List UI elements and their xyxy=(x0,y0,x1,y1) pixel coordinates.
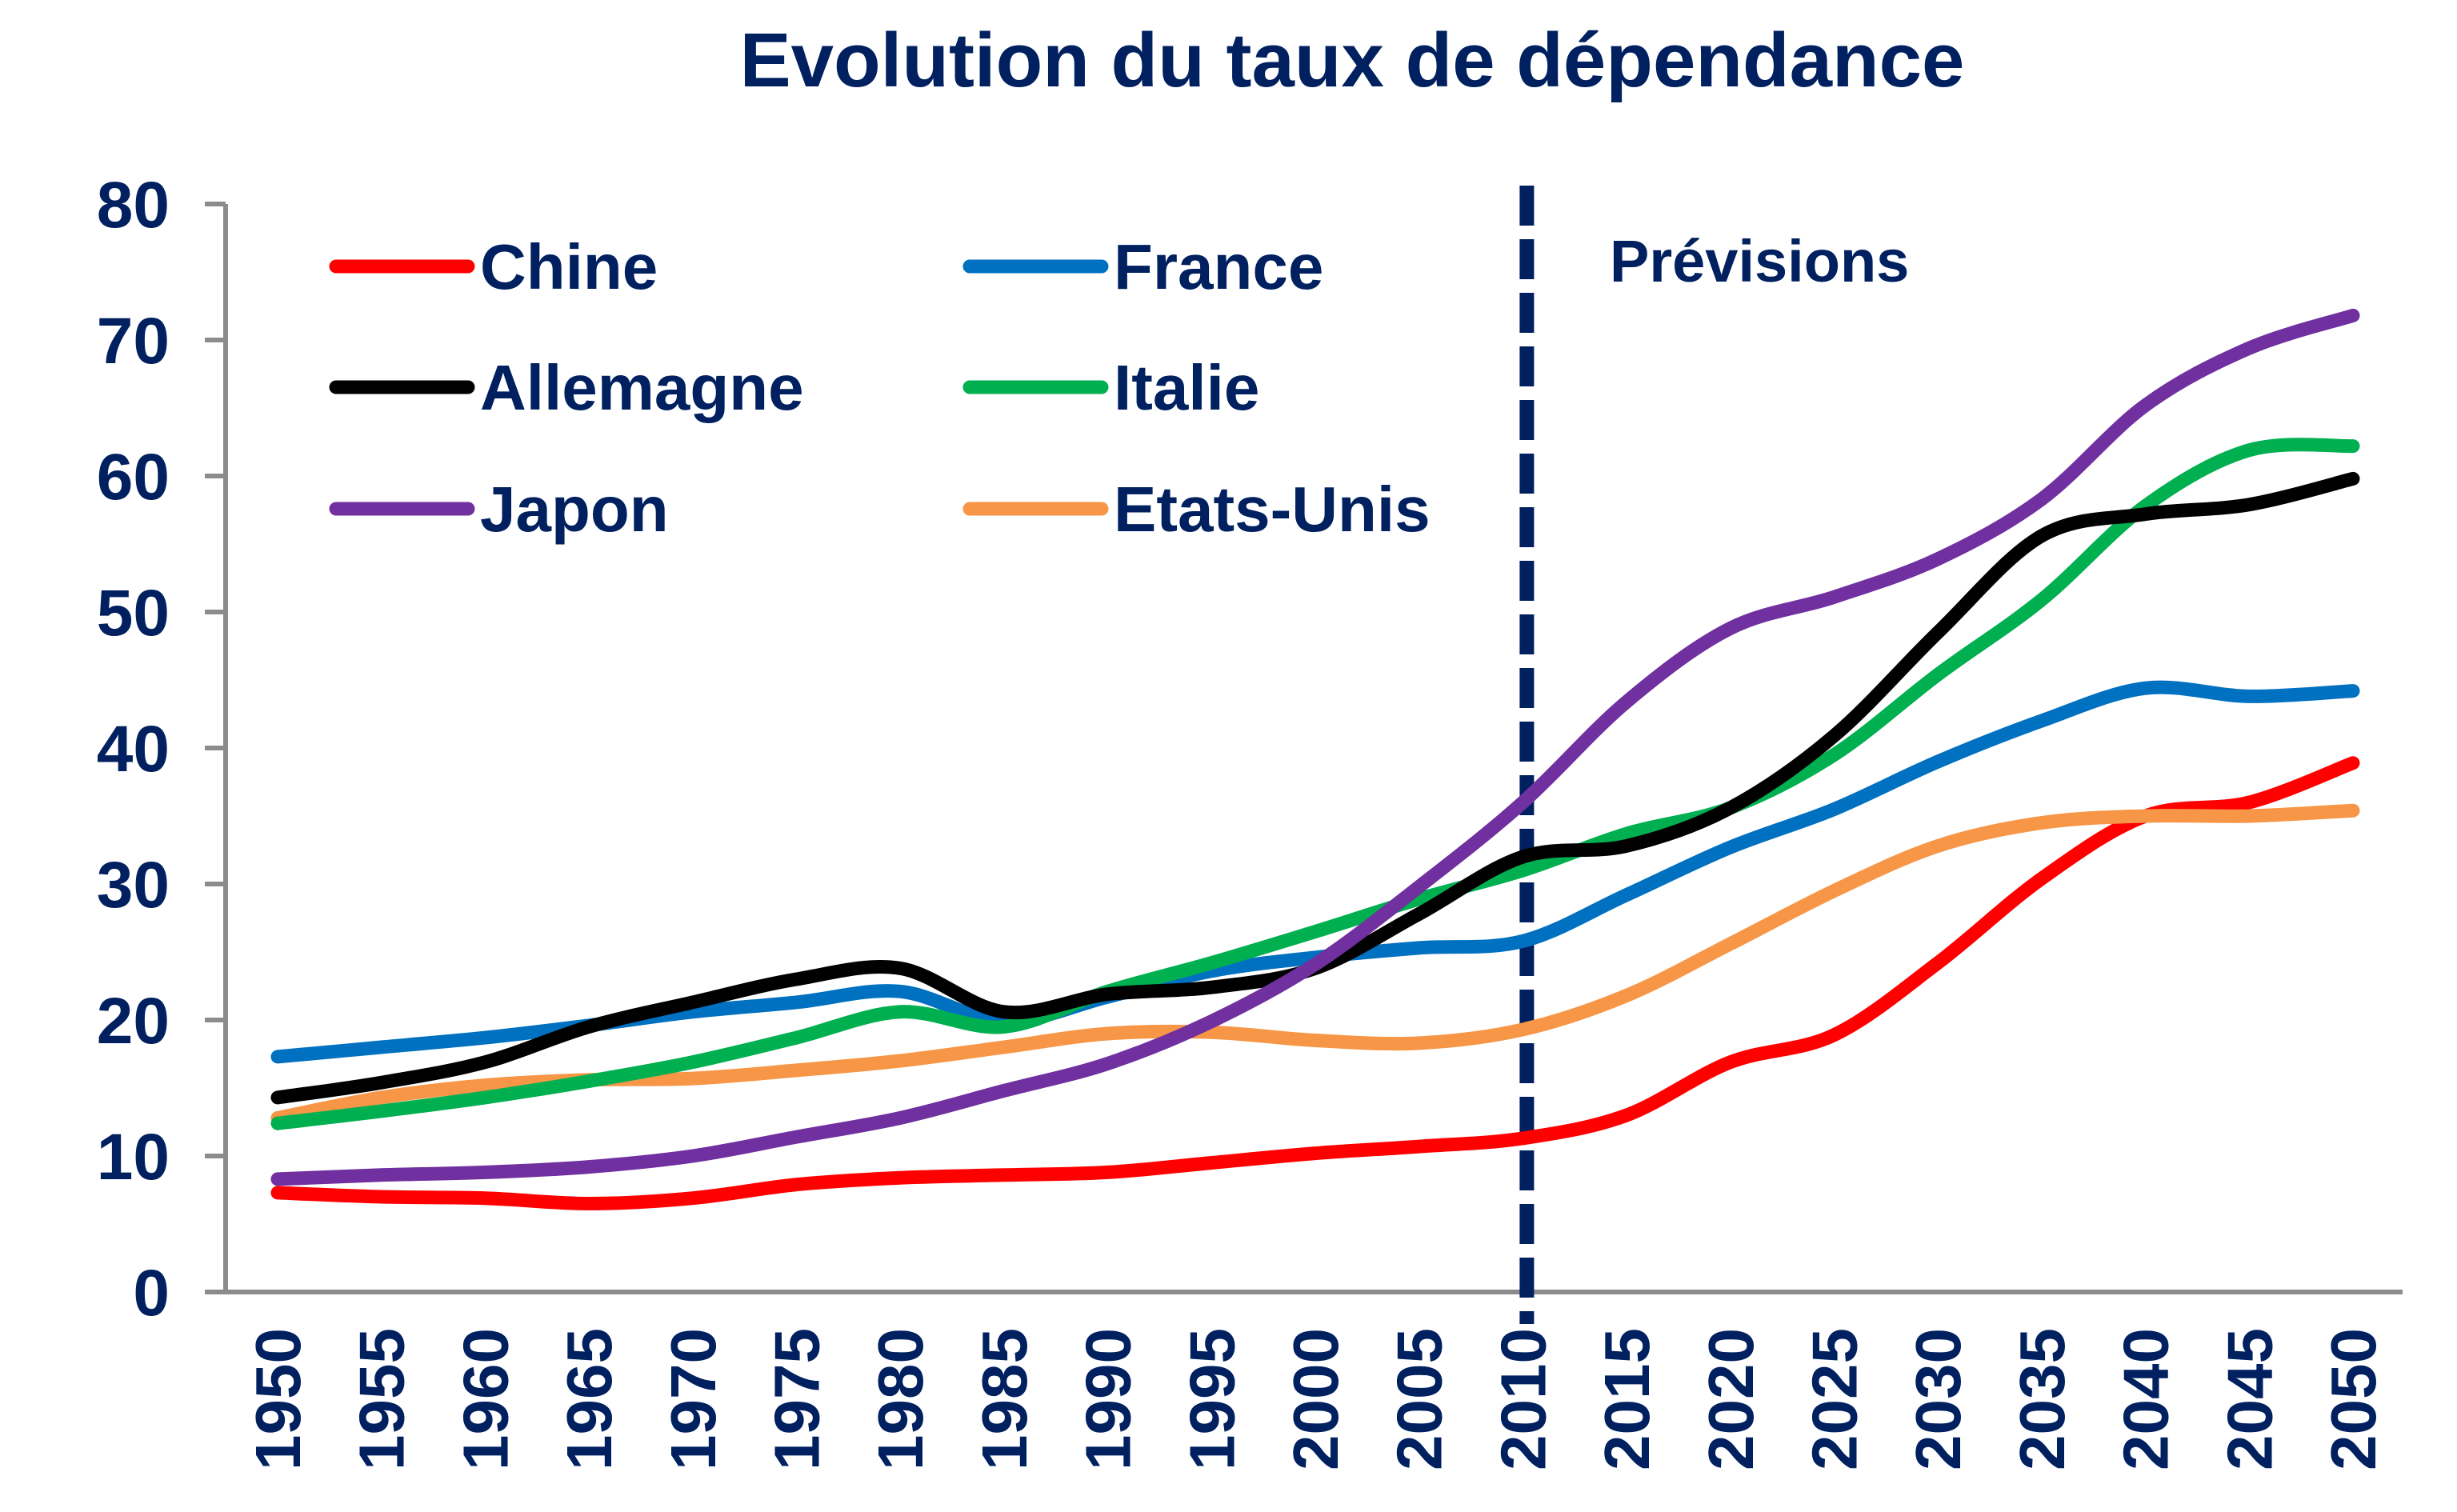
y-tick-label: 20 xyxy=(97,985,170,1058)
legend-item-etats-unis: Etats-Unis xyxy=(962,474,1431,545)
y-axis: 0 10 20 30 40 50 60 70 80 xyxy=(97,169,228,1330)
legend-label-chine: Chine xyxy=(480,231,658,302)
x-tick-label: 1970 xyxy=(658,1328,729,1470)
y-tick-label: 50 xyxy=(97,577,170,650)
legend-label-france: France xyxy=(1114,231,1323,302)
legend-label-allemagne: Allemagne xyxy=(480,352,804,423)
series-line-allemagne xyxy=(270,471,2360,1105)
forecast-label: Prévisions xyxy=(1610,228,1909,294)
legend-item-france: France xyxy=(962,231,1323,302)
x-tick-label: 2005 xyxy=(1384,1328,1455,1470)
x-tick-label: 2045 xyxy=(2214,1328,2285,1470)
x-tick-label: 2015 xyxy=(1591,1328,1663,1470)
x-tick-label: 1990 xyxy=(1073,1328,1144,1470)
legend-item-italie: Italie xyxy=(962,352,1259,423)
x-tick-label: 2025 xyxy=(1799,1328,1871,1470)
x-tick-label: 1980 xyxy=(865,1328,936,1470)
y-tick-label: 0 xyxy=(133,1257,170,1330)
x-tick-label: 2010 xyxy=(1487,1328,1559,1470)
chart-title: Evolution du taux de dépendance xyxy=(740,18,1965,103)
series-layer xyxy=(270,308,2360,1210)
x-tick-label: 2000 xyxy=(1280,1328,1351,1470)
x-tick-label: 1975 xyxy=(762,1328,833,1470)
legend-label-italie: Italie xyxy=(1114,352,1259,423)
legend-item-japon: Japon xyxy=(329,474,669,545)
x-tick-label: 2050 xyxy=(2318,1328,2389,1470)
y-tick-label: 60 xyxy=(97,441,170,514)
legend-label-japon: Japon xyxy=(480,474,669,545)
x-axis: 1950 1955 1960 1965 1970 1975 1980 1985 1990 1995… xyxy=(205,1290,2403,1470)
legend: Chine France Allemagne Italie Japon Etats-Uni… xyxy=(329,231,1431,545)
legend-label-etats-unis: Etats-Unis xyxy=(1114,474,1431,545)
legend-item-chine: Chine xyxy=(329,231,658,302)
legend-item-allemagne: Allemagne xyxy=(329,352,804,423)
x-tick-label: 1965 xyxy=(554,1328,625,1470)
y-tick-label: 80 xyxy=(97,169,170,242)
y-tick-label: 30 xyxy=(97,849,170,922)
series-line-chine xyxy=(270,756,2360,1210)
x-tick-label: 1995 xyxy=(1176,1328,1247,1470)
series-line-japon xyxy=(270,308,2360,1186)
y-tick-label: 70 xyxy=(97,305,170,378)
x-tick-label: 2030 xyxy=(1903,1328,1974,1470)
x-tick-label: 1950 xyxy=(242,1328,314,1470)
x-tick-label: 1985 xyxy=(969,1328,1040,1470)
x-tick-label: 1960 xyxy=(450,1328,521,1470)
y-tick-label: 10 xyxy=(97,1121,170,1194)
x-tick-label: 2035 xyxy=(2007,1328,2078,1470)
y-tick-label: 40 xyxy=(97,713,170,786)
series-line-italie xyxy=(270,438,2360,1130)
x-tick-label: 1955 xyxy=(346,1328,418,1470)
forecast-annotation: Prévisions xyxy=(1519,186,1909,1324)
x-tick-label: 2020 xyxy=(1695,1328,1767,1470)
x-tick-label: 2040 xyxy=(2111,1328,2182,1470)
